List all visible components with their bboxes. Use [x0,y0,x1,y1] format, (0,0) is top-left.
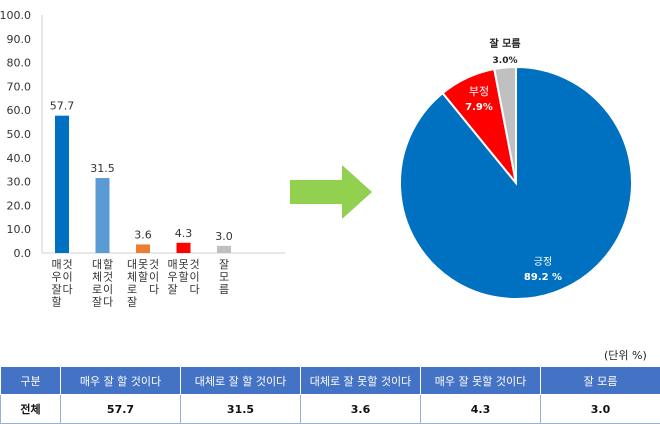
svg-text:이: 이 [189,271,199,284]
svg-text:할: 할 [51,296,61,309]
y-tick-label: 0.0 [14,247,32,260]
table-cell: 31.5 [180,394,301,424]
y-tick-label: 20.0 [7,199,32,212]
pie-value-label: 3.0% [493,56,518,66]
pie-value-label: 7.9% [465,102,493,113]
y-tick-label: 10.0 [7,223,32,236]
table-header-cell: 구분 [0,366,61,395]
unit-label: (단위 %) [604,349,647,362]
table-header-cell: 잘 모름 [540,366,660,395]
svg-text:이: 이 [149,271,159,284]
bar [95,178,110,253]
y-tick-label: 50.0 [7,128,32,141]
summary-table: 구분 매우 잘 할 것이다 대체로 잘 할 것이다 대체로 잘 못할 것이다 매… [0,366,660,424]
svg-text:못: 못 [178,258,188,271]
y-tick-label: 60.0 [7,104,32,117]
bar [217,245,231,253]
pie-value-label: 89.2 % [524,272,562,283]
table-cell: 전체 [0,394,61,424]
table-header-cell: 대체로 잘 할 것이다 [180,366,301,395]
svg-text:잘: 잘 [51,283,61,296]
svg-text:다: 다 [189,283,199,296]
y-tick-label: 100.0 [0,9,31,22]
table-header-row: 구분 매우 잘 할 것이다 대체로 잘 할 것이다 대체로 잘 못할 것이다 매… [0,366,660,395]
y-tick-label: 90.0 [7,33,32,46]
svg-text:것: 것 [149,258,159,271]
svg-text:우: 우 [167,271,177,284]
svg-text:매: 매 [51,258,61,271]
y-tick-label: 30.0 [7,176,32,189]
table-cell: 3.0 [540,394,660,424]
table-row: 전체 57.7 31.5 3.6 4.3 3.0 [0,394,660,424]
svg-text:것: 것 [189,258,199,271]
svg-text:할: 할 [103,258,113,271]
svg-text:름: 름 [219,283,229,296]
svg-text:체: 체 [92,271,102,284]
svg-text:것: 것 [103,271,113,284]
bar [136,244,150,253]
pie-label: 잘 모름 [489,38,520,50]
bar-chart: 0.0 10.0 20.0 30.0 40.0 50.0 60.0 70.0 80.0 90.0 1… [0,9,285,309]
bar-value-label: 31.5 [90,162,115,175]
y-tick-label: 40.0 [7,152,32,165]
svg-text:대: 대 [92,258,102,271]
table-header-cell: 대체로 잘 못할 것이다 [300,366,421,395]
y-tick-label: 70.0 [7,80,32,93]
svg-text:잘: 잘 [127,296,137,309]
svg-text:이: 이 [62,271,72,284]
pie-chart: 긍정 89.2 % 부정 7.9% 잘 모름 3.0% [399,38,633,300]
svg-text:체: 체 [127,271,137,284]
x-tick-label: 잘모름 [219,258,229,296]
svg-text:할: 할 [138,271,148,284]
table-header-cell: 매우 잘 할 것이다 [60,366,181,395]
svg-text:다: 다 [62,283,72,296]
svg-text:잘: 잘 [167,283,177,296]
bar [55,115,69,253]
table-cell: 3.6 [300,394,421,424]
svg-text:못: 못 [138,258,148,271]
bar-value-label: 3.6 [134,228,152,241]
svg-text:매: 매 [167,258,177,271]
svg-text:잘: 잘 [92,296,102,309]
svg-text:것: 것 [62,258,72,271]
svg-text:이: 이 [103,283,113,296]
pie-label: 긍정 [534,256,552,268]
svg-text:다: 다 [103,296,113,309]
table-cell: 4.3 [420,394,541,424]
arrow-icon [290,165,372,219]
bar-value-label: 57.7 [50,100,75,113]
svg-text:잘: 잘 [219,258,229,271]
pie-label: 부정 [469,85,489,98]
bar-value-label: 3.0 [215,230,233,243]
svg-text:우: 우 [51,271,61,284]
svg-text:다: 다 [149,283,159,296]
svg-text:로: 로 [92,283,102,296]
bar-value-label: 4.3 [175,227,193,240]
bar [176,242,191,253]
y-tick-label: 80.0 [7,57,32,70]
svg-text:대: 대 [127,258,137,271]
svg-text:모: 모 [219,271,229,284]
table-header-cell: 매우 잘 못할 것이다 [420,366,541,395]
svg-text:로: 로 [127,283,137,296]
pie-slice [493,65,517,184]
svg-text:할: 할 [178,271,188,284]
table-cell: 57.7 [60,394,181,424]
